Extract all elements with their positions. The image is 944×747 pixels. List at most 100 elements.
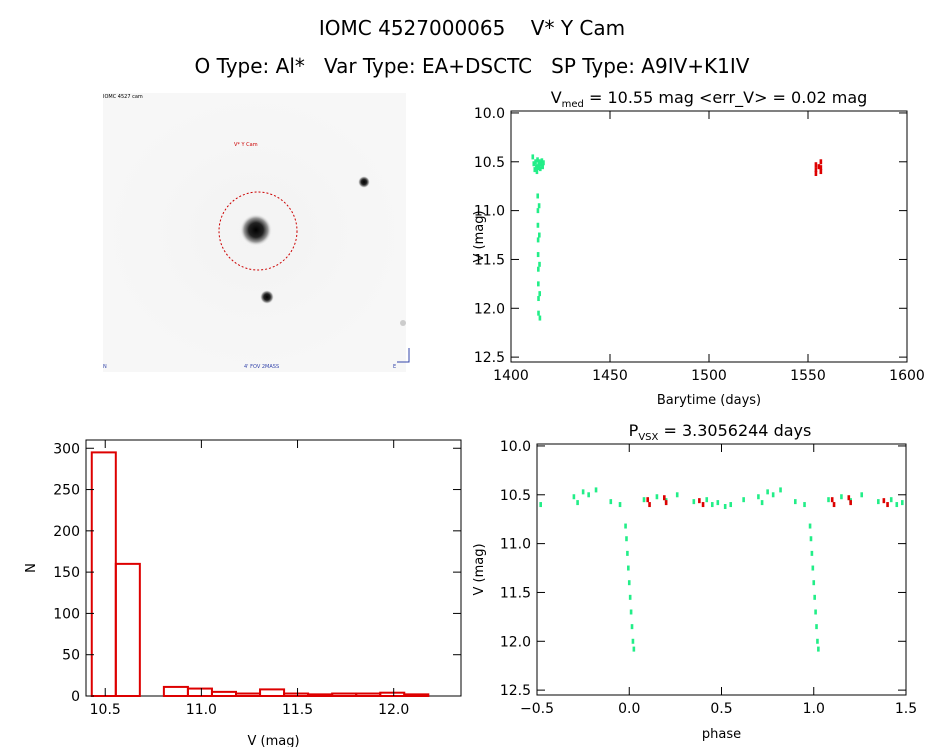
data-point-green [642,497,646,503]
data-point-green [813,594,816,600]
histogram-panel: 10.5 11.0 11.5 12.0 0 50 100 150 200 250 300 V (mag… [24,439,462,747]
data-point-green [542,160,545,166]
data-point-green [537,266,540,272]
data-point-green [675,492,679,498]
light-curve-panel: Vmed = 10.55 mag <err_V> = 0.02 mag 1400… [472,88,925,408]
plot-frame [536,443,907,696]
data-point-green [537,162,541,168]
target-star [240,214,272,246]
x-tick-label: 0.5 [710,701,732,717]
data-point-green [541,164,544,170]
histogram-bar [307,693,334,698]
aperture-circle [218,191,298,271]
y-tick-label: 150 [53,565,80,581]
data-point-red [664,500,668,506]
plot-frame [510,110,908,363]
y-axis-label: V (mag) [472,210,487,262]
x-tick-label: 1600 [889,368,925,384]
data-point-red [832,502,836,508]
data-point-green [538,159,541,165]
field-star [260,290,274,304]
x-tick-label: 1.5 [895,701,917,717]
data-point-green [626,550,629,556]
data-point-green [771,492,775,498]
data-point-green [540,158,544,164]
data-point-red [817,164,821,170]
y-tick-label: 250 [53,483,80,499]
data-point-green [536,222,540,228]
histogram-bar [90,451,117,697]
data-point-green [587,492,590,498]
histogram-bar [331,692,358,698]
data-point-green [723,504,727,510]
data-point-green [710,502,714,508]
data-point-green [535,169,539,175]
histogram-bar [235,692,262,698]
data-point-green [536,157,539,163]
data-point-red [849,500,852,506]
data-point-green [779,487,782,493]
data-point-green [624,523,627,529]
data-point-green [827,497,830,503]
data-point-green [794,499,797,505]
data-point-green [538,232,541,238]
data-point-green [632,646,636,652]
data-point-green [812,580,816,586]
y-tick-label: 300 [53,441,80,457]
x-axis-label: phase [702,727,741,742]
data-point-green [537,296,540,302]
data-point-red [698,498,701,504]
y-tick-label: 12.5 [500,683,531,699]
data-point-green [627,565,630,571]
data-point-green [533,167,537,173]
data-point-green [810,550,814,556]
y-axis-label: N [24,563,39,573]
data-point-green [536,193,540,199]
data-point-green [631,638,635,644]
data-point-green [538,291,542,297]
histogram-bar [283,692,310,698]
data-point-green [538,261,541,267]
data-point-green [692,499,696,505]
y-tick-label: 200 [53,524,80,540]
phased-curve-panel: PVSX = 3.3056244 days −0.5 0.0 0.5 1.0 1.5 10… [472,421,917,742]
data-point-red [701,502,705,508]
data-point-green [817,646,820,652]
data-point-green [594,487,598,493]
image-label-target: V* Y Cam [234,142,258,148]
x-tick-label: 1500 [691,368,727,384]
data-point-green [537,203,541,209]
data-point-green [536,165,540,171]
data-point-green [877,499,880,505]
data-point-green [655,494,659,500]
data-point-green [532,161,536,167]
y-tick-label: 12.0 [500,634,531,650]
y-tick-label: 10.5 [500,488,531,504]
data-point-red [648,502,651,508]
data-point-green [536,237,540,243]
data-point-green [742,497,745,503]
data-point-green [803,502,806,508]
plot-frame [85,439,462,697]
x-tick-label: 1.0 [803,701,825,717]
image-label-bottom-center: 4' FOV 2MASS [244,364,279,370]
data-point-green [814,609,817,615]
data-point-green [576,500,579,506]
x-axis-label: Barytime (days) [657,393,761,408]
data-point-green [766,489,769,495]
x-tick-label: 1400 [493,368,529,384]
x-tick-label: 0.0 [618,701,640,717]
data-point-green [808,523,812,529]
data-point-green [535,164,538,170]
data-point-green [816,638,819,644]
data-point-green [539,502,542,508]
y-tick-label: 100 [53,606,80,622]
data-point-green [531,154,535,160]
data-point-green [860,492,864,498]
x-axis-label: V (mag) [247,734,299,747]
y-tick-label: 12.0 [474,301,505,317]
data-point-green [629,609,633,615]
data-point-green [539,161,543,167]
data-point-green [536,252,540,258]
